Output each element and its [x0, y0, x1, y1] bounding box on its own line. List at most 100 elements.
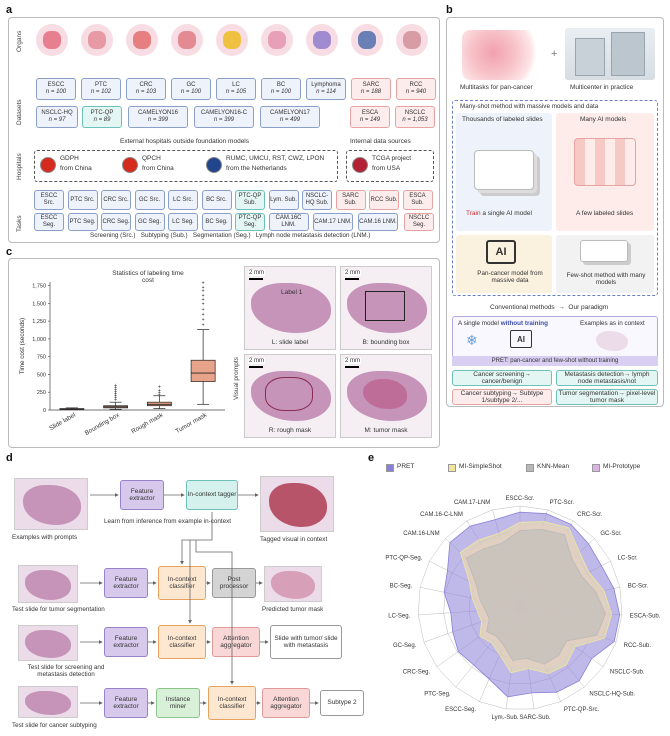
panel-b [446, 17, 664, 407]
dataset-count: n = 89 [93, 117, 111, 123]
task-box: GC Src. [134, 190, 165, 210]
dataset-count: n = 103 [135, 89, 157, 95]
organ-glyph-icon [403, 31, 421, 49]
outlier-point: + [114, 391, 117, 397]
rough-mask-mark [265, 377, 313, 411]
dataset-count: n = 100 [45, 89, 67, 95]
visual-prompt-caption: B: bounding box [362, 339, 410, 346]
single-model-text: A single model [458, 320, 499, 327]
organ-icon [396, 24, 428, 56]
attention-aggregator-2: Attention aggregator [262, 688, 310, 718]
dataset-box: CAMELYON16-C n = 399 [194, 106, 254, 128]
radar-axis-label: PTC-Scr. [550, 500, 575, 506]
examples-thumbnail [14, 478, 88, 530]
arrow-ctx-3 [195, 540, 234, 685]
organ-icon [261, 24, 293, 56]
dataset-box: NSCLC-HQ n = 97 [36, 106, 78, 128]
in-context-tagger: In-context tagger [186, 480, 238, 510]
examples-thumb-icon [596, 331, 628, 351]
arrow-ctx-1 [180, 512, 213, 565]
radar-axis-label: CAM.16-LNM [403, 531, 439, 537]
outlier-point: + [114, 387, 117, 393]
in-context-classifier-3: In-context classifier [208, 686, 256, 720]
multitask-image [462, 30, 540, 80]
manyshot-frame [452, 100, 658, 296]
task-box: CAM.17 LNM. [313, 213, 353, 231]
dataset-name: SARC [362, 82, 380, 89]
few-shot-slides-icon [580, 240, 628, 262]
task-box: RCC Sub. [369, 190, 399, 210]
chart-title: Statistics of labeling time cost [112, 270, 184, 284]
visual-prompt-thumbnail: 2 mm R: rough mask [244, 354, 336, 438]
tag-subtyping: Cancer subtyping→ Subtype 1/subtype 2/..… [452, 389, 552, 405]
hospital-name: RUMC, UMCU, RST, CWZ, LPON [226, 155, 325, 162]
hospital-name: TCGA project [372, 155, 412, 162]
y-tick-label: 0 [43, 408, 46, 414]
pret-ai-chip-icon: AI [510, 330, 532, 348]
dataset-box: CAMELYON16 n = 399 [128, 106, 188, 128]
panel-a [8, 17, 440, 243]
panel-label-d: d [6, 452, 13, 464]
organ-glyph-icon [88, 31, 106, 49]
outlier-point: + [202, 285, 205, 291]
radar-axis-label: NSCLC-HQ-Sub. [589, 691, 635, 697]
flag-icon [40, 157, 56, 173]
test-screen-caption: Test slide for screening and metastasis … [27, 664, 105, 678]
flag-icon [206, 157, 222, 173]
test-screen-thumbnail [18, 625, 78, 661]
outlier-point: + [202, 323, 205, 329]
dataset-box: NSCLC n = 1,053 [395, 106, 435, 128]
external-hospitals-label: External hospitals outside foundation mo… [120, 138, 249, 145]
organ-icon [216, 24, 248, 56]
dataset-box: LC n = 105 [216, 78, 256, 100]
organ-glyph-icon [223, 31, 241, 49]
outlier-point: + [202, 281, 205, 287]
predicted-thumbnail [264, 566, 322, 602]
hospital-name: GDPH [60, 155, 79, 162]
task-box: LC Src. [168, 190, 198, 210]
scale-bar-line [345, 366, 359, 368]
organ-glyph-icon [358, 31, 376, 49]
test-seg-thumbnail [18, 565, 78, 603]
radar-axis-label: RCC-Sub. [624, 643, 652, 649]
thousands-label: Thousands of labeled slides [462, 116, 543, 123]
tag-screening: Cancer screening→ cancer/benign [452, 370, 552, 386]
legend-label: MI-SimpleShot [459, 463, 502, 470]
label-text: Label 1 [281, 289, 303, 296]
tissue-region [251, 371, 331, 421]
dataset-box: BC n = 100 [261, 78, 301, 100]
radar-grid-ring [417, 505, 623, 710]
legend-label: PRET [397, 463, 415, 470]
test-sub-thumbnail [18, 686, 78, 718]
radar-axis-label: CRC-Scr. [577, 512, 603, 518]
dataset-name: CRC [139, 82, 153, 89]
radar-axis-label: PTC-QP-Seg. [385, 555, 422, 561]
pan-cancer-box [456, 235, 552, 293]
dataset-count: n = 499 [279, 117, 301, 123]
pret-banner: PRET: pan-cancer and few-shot without tr… [452, 356, 658, 366]
snowflake-icon: ❄ [466, 332, 478, 348]
task-box: CAM.16C LNM. [268, 213, 309, 231]
outlier-point: + [114, 397, 117, 403]
task-box: ESCC Seg. [34, 213, 64, 231]
dataset-count: n = 97 [48, 117, 66, 123]
y-axis-label: Time cost (seconds) [19, 318, 26, 374]
feature-extractor-3: Feature extractor [104, 627, 148, 657]
radar-axis-label: GC-Scr. [600, 531, 622, 537]
legend-swatch [448, 464, 456, 472]
dataset-name: CAMELYON17 [270, 110, 310, 117]
internal-data-label: Internal data sources [350, 138, 411, 145]
in-context-classifier-2: In-context classifier [158, 625, 206, 659]
task-box: CRC Seg. [101, 213, 131, 231]
dataset-box: RCC n = 940 [396, 78, 436, 100]
multicenter-label: Multicenter in practice [570, 84, 634, 91]
dataset-name: ESCA [361, 110, 379, 117]
organ-glyph-icon [268, 31, 286, 49]
task-box: CAM.16 LNM. [358, 213, 398, 231]
outlier-point: + [114, 395, 117, 401]
slide-stack-icon [474, 150, 534, 190]
dataset-name: GC [186, 82, 196, 89]
visual-prompt-thumbnail: 2 mm B: bounding box [340, 266, 432, 350]
dataset-count: n = 188 [360, 89, 382, 95]
